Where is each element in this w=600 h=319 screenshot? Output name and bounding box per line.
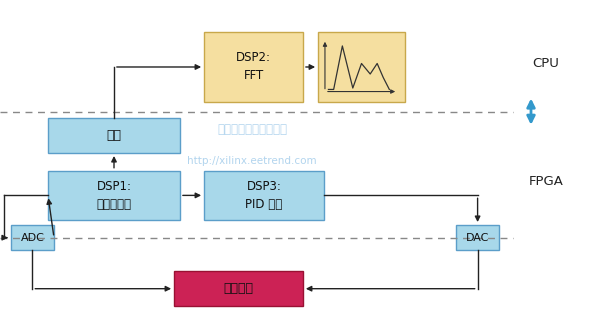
Text: CPU: CPU: [533, 57, 559, 70]
Text: DSP3:
PID 控制: DSP3: PID 控制: [245, 180, 283, 211]
Text: 控制系统: 控制系统: [223, 282, 253, 295]
Bar: [11, 225, 54, 250]
Text: http://xilinx.eetrend.com: http://xilinx.eetrend.com: [187, 156, 317, 166]
Text: ADC: ADC: [20, 233, 44, 243]
Bar: [174, 271, 303, 306]
Bar: [48, 171, 180, 220]
Text: DSP1:
过滤与抽取: DSP1: 过滤与抽取: [97, 180, 131, 211]
Bar: [48, 118, 180, 153]
Bar: [204, 32, 303, 102]
Text: DSP2:
FFT: DSP2: FFT: [236, 51, 271, 83]
Bar: [456, 225, 499, 250]
Text: 缓存: 缓存: [107, 129, 121, 142]
Bar: [318, 32, 405, 102]
Text: DAC: DAC: [466, 233, 489, 243]
Text: FPGA: FPGA: [529, 175, 563, 188]
Text: 创新网赛灵思中文社区: 创新网赛灵思中文社区: [217, 123, 287, 136]
Bar: [204, 171, 324, 220]
